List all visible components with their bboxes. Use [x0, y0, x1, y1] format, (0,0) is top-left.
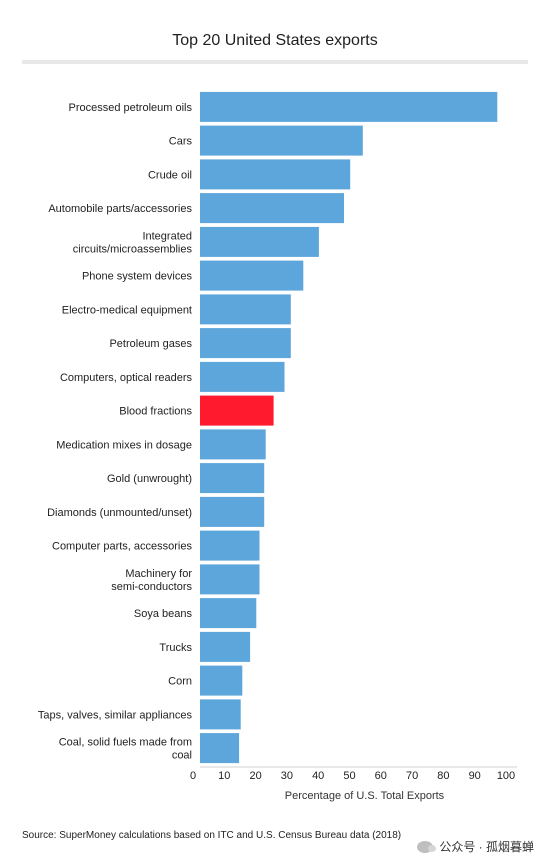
x-tick-label: 80 — [437, 770, 449, 782]
bar-integrated-circuits-microassemblies — [200, 226, 319, 257]
x-tick-label: 90 — [469, 770, 481, 782]
bar-gold-unwrought — [200, 463, 265, 494]
bar-computers-optical-readers — [200, 361, 285, 392]
x-tick-label: 0 — [190, 770, 196, 782]
category-label-automobile-parts-accessories: Automobile parts/accessories — [48, 203, 192, 215]
bar-blood-fractions — [200, 395, 274, 426]
category-label-electro-medical-equipment: Electro-medical equipment — [62, 304, 192, 316]
x-tick-label: 70 — [406, 770, 418, 782]
category-label-diamonds-unmounted-unset: Diamonds (unmounted/unset) — [47, 507, 192, 519]
x-axis-title: Percentage of U.S. Total Exports — [285, 790, 445, 802]
watermark: 公众号 · 孤烟暮蝉 — [417, 838, 534, 855]
bar-chart: Processed petroleum oils Cars Crude oil Aut… — [38, 91, 517, 802]
bar-medication-mixes-in-dosage — [200, 429, 266, 460]
bar-corn — [200, 665, 243, 696]
category-label-blood-fractions: Blood fractions — [119, 406, 192, 418]
bar-soya-beans — [200, 598, 257, 629]
chart-title: Top 20 United States exports — [172, 32, 378, 49]
bar-phone-system-devices — [200, 260, 304, 291]
title-divider — [22, 60, 528, 64]
category-label-integrated-circuits-microassemblies: circuits/microassemblies — [73, 243, 193, 255]
category-label-computers-optical-readers: Computers, optical readers — [60, 372, 193, 384]
bar-diamonds-unmounted-unset — [200, 496, 265, 527]
x-tick-label: 50 — [343, 770, 355, 782]
x-tick-label: 20 — [249, 770, 261, 782]
category-label-crude-oil: Crude oil — [148, 169, 192, 181]
category-label-phone-system-devices: Phone system devices — [82, 271, 193, 283]
category-label-machinery-for-semi-conductors: semi-conductors — [111, 581, 192, 593]
x-tick-label: 10 — [218, 770, 230, 782]
bar-electro-medical-equipment — [200, 294, 291, 325]
bar-taps-valves-similar-appliances — [200, 699, 241, 730]
bar-processed-petroleum-oils — [200, 91, 498, 122]
category-label-gold-unwrought: Gold (unwrought) — [107, 473, 192, 485]
category-label-soya-beans: Soya beans — [134, 608, 193, 620]
category-label-coal-solid-fuels-made-from-coal: coal — [172, 750, 192, 762]
category-label-corn: Corn — [168, 676, 192, 688]
bar-automobile-parts-accessories — [200, 193, 344, 224]
bar-machinery-for-semi-conductors — [200, 564, 260, 595]
category-label-petroleum-gases: Petroleum gases — [109, 338, 192, 350]
watermark-text: 公众号 · 孤烟暮蝉 — [439, 840, 534, 854]
category-label-cars: Cars — [169, 136, 193, 148]
bar-trucks — [200, 631, 251, 662]
category-label-trucks: Trucks — [159, 642, 192, 654]
x-tick-label: 60 — [375, 770, 387, 782]
bar-cars — [200, 125, 363, 156]
x-tick-label: 30 — [281, 770, 293, 782]
category-label-processed-petroleum-oils: Processed petroleum oils — [68, 102, 192, 114]
category-label-integrated-circuits-microassemblies: Integrated — [142, 230, 192, 242]
bar-crude-oil — [200, 159, 351, 190]
bar-petroleum-gases — [200, 328, 291, 359]
bar-computer-parts-accessories — [200, 530, 260, 561]
source-note: Source: SuperMoney calculations based on… — [22, 830, 402, 841]
bar-coal-solid-fuels-made-from-coal — [200, 733, 240, 764]
category-label-computer-parts-accessories: Computer parts, accessories — [52, 541, 192, 553]
category-label-machinery-for-semi-conductors: Machinery for — [125, 568, 192, 580]
x-tick-label: 100 — [497, 770, 515, 782]
category-label-medication-mixes-in-dosage: Medication mixes in dosage — [56, 439, 192, 451]
wechat-icon — [417, 840, 437, 853]
x-tick-label: 40 — [312, 770, 324, 782]
category-label-coal-solid-fuels-made-from-coal: Coal, solid fuels made from — [59, 737, 192, 749]
category-label-taps-valves-similar-appliances: Taps, valves, similar appliances — [38, 709, 193, 721]
